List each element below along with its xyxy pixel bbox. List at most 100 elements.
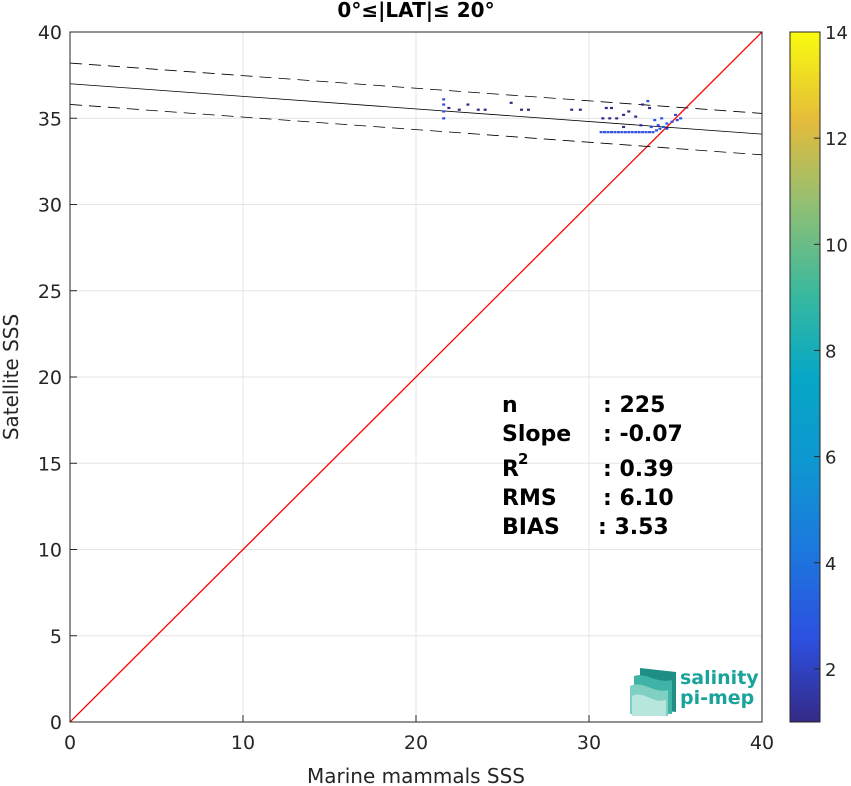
data-point xyxy=(674,113,677,116)
stat-n-value: : 225 xyxy=(603,393,665,418)
data-point xyxy=(656,124,660,127)
data-point xyxy=(646,100,650,103)
x-tick-label: 40 xyxy=(750,732,774,754)
data-point xyxy=(609,106,613,110)
data-point xyxy=(627,110,631,113)
data-point xyxy=(606,131,610,134)
logo-line1: salinity xyxy=(680,667,759,689)
lower-confidence-line xyxy=(70,104,762,156)
data-point xyxy=(603,131,607,134)
data-point xyxy=(483,108,487,111)
chart-title: 0°≤|LAT|≤ 20° xyxy=(337,0,494,22)
colorbar-tick-label: 10 xyxy=(825,235,848,256)
data-point xyxy=(654,129,658,132)
data-point xyxy=(648,131,652,134)
data-point xyxy=(622,113,626,116)
data-point xyxy=(466,103,470,106)
data-point xyxy=(620,131,624,134)
data-point xyxy=(622,125,626,129)
data-point xyxy=(637,131,641,134)
data-point xyxy=(679,117,683,120)
data-point xyxy=(634,131,638,134)
data-point xyxy=(670,120,674,123)
salinity-pimep-logo: salinity pi-mep xyxy=(630,667,759,716)
stat-r2-label: R xyxy=(502,457,519,482)
data-point xyxy=(658,127,662,130)
data-point xyxy=(509,101,513,104)
colorbar-ticks: 2 4 6 8 10 12 14 xyxy=(814,23,848,681)
data-point xyxy=(457,108,461,111)
data-point xyxy=(442,110,446,113)
data-point xyxy=(442,117,446,120)
stat-slope-label: Slope xyxy=(502,422,571,447)
data-point xyxy=(651,131,655,134)
data-point xyxy=(578,108,582,111)
data-point xyxy=(615,117,619,120)
stat-bias-value: : 3.53 xyxy=(598,515,669,540)
data-points xyxy=(442,98,683,134)
data-point xyxy=(630,131,634,134)
data-point xyxy=(520,108,524,111)
x-tick-label: 10 xyxy=(231,732,255,754)
x-axis-title: Marine mammals SSS xyxy=(307,764,525,786)
data-point xyxy=(613,131,617,134)
data-point xyxy=(604,106,608,110)
data-point xyxy=(653,118,657,122)
data-point xyxy=(442,98,446,101)
stat-rms-label: RMS xyxy=(502,486,557,511)
data-point xyxy=(526,108,530,111)
data-point xyxy=(447,106,451,110)
colorbar xyxy=(789,31,821,723)
data-point xyxy=(608,117,612,120)
y-tick-label: 0 xyxy=(50,712,62,734)
y-tick-label: 10 xyxy=(38,540,62,562)
data-point xyxy=(660,117,664,120)
x-tick-label: 0 xyxy=(64,732,76,754)
y-axis-title: Satellite SSS xyxy=(0,314,23,440)
data-point xyxy=(476,108,480,111)
x-tick-label: 20 xyxy=(404,732,428,754)
colorbar-tick-label: 8 xyxy=(825,341,836,362)
stats-panel: n : 225 Slope : -0.07 R 2 : 0.39 RMS : 6… xyxy=(502,393,683,540)
data-point xyxy=(609,131,613,134)
data-point xyxy=(639,124,643,127)
stat-bias-label: BIAS xyxy=(502,515,560,540)
y-tick-label: 15 xyxy=(38,453,62,475)
x-tick-label: 30 xyxy=(577,732,601,754)
y-tick-label: 25 xyxy=(38,281,62,303)
data-point xyxy=(616,131,620,134)
regression-line xyxy=(70,83,762,135)
identity-line xyxy=(70,32,762,722)
data-point xyxy=(648,106,652,110)
stat-slope-value: : -0.07 xyxy=(603,422,683,447)
data-point xyxy=(661,125,665,129)
stat-r2-superscript: 2 xyxy=(518,450,528,468)
colorbar-tick-label: 14 xyxy=(825,23,848,44)
data-point xyxy=(599,131,603,134)
data-point xyxy=(601,117,605,120)
y-tick-label: 40 xyxy=(38,22,62,44)
data-point xyxy=(570,108,574,111)
colorbar-tick-label: 6 xyxy=(825,448,836,469)
data-point xyxy=(641,103,645,106)
stat-n-label: n xyxy=(502,393,518,418)
logo-line2: pi-mep xyxy=(680,687,754,709)
data-point xyxy=(675,118,679,122)
data-point xyxy=(623,131,627,134)
data-point xyxy=(665,122,669,125)
y-tick-label: 35 xyxy=(38,108,62,130)
y-tick-label: 30 xyxy=(38,195,62,217)
colorbar-tick-label: 2 xyxy=(825,660,836,681)
logo-wave-icon xyxy=(630,668,676,716)
data-point xyxy=(644,131,648,134)
data-point xyxy=(442,103,446,106)
data-point xyxy=(641,131,645,134)
y-tick-label: 20 xyxy=(38,367,62,389)
stat-r2-value: : 0.39 xyxy=(603,457,674,482)
stat-rms-value: : 6.10 xyxy=(603,486,674,511)
data-point xyxy=(627,131,631,134)
y-tick-label: 5 xyxy=(50,626,62,648)
colorbar-tick-label: 4 xyxy=(825,554,836,575)
axis-ticks: 0 10 20 30 40 0 5 10 15 20 25 30 35 40 xyxy=(38,22,774,754)
